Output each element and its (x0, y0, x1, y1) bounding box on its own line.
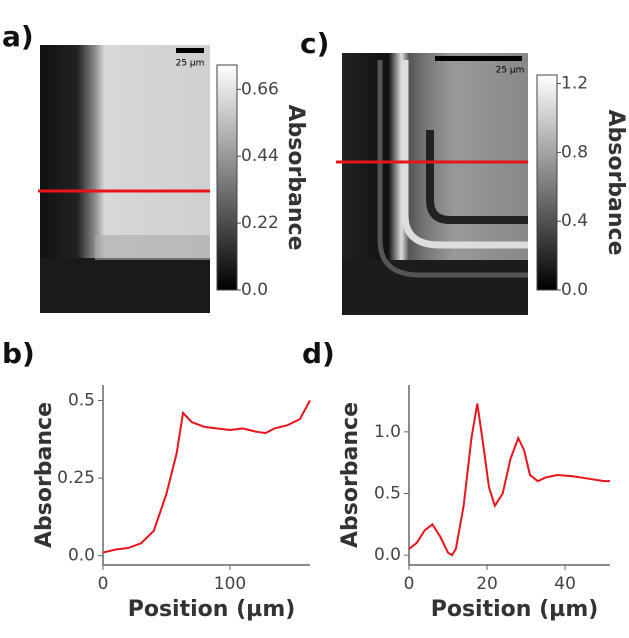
colorbar-tick-label: 0.44 (241, 146, 279, 166)
panel-label: a) (2, 20, 34, 53)
y-axis-label: Absorbance (32, 402, 57, 548)
scale-bar-label: 25 µm (176, 59, 205, 69)
colorbar-tick-label: 1.2 (561, 74, 588, 94)
x-tick-label: 40 (554, 574, 576, 594)
y-tick-label: 1.0 (374, 422, 401, 442)
image-c (336, 53, 528, 315)
y-tick-label: 0.5 (374, 483, 401, 503)
axes (102, 385, 310, 566)
x-tick-label: 0 (98, 574, 109, 594)
y-tick-label: 0.0 (374, 545, 401, 565)
colorbar-tick-label: 0.4 (561, 211, 588, 231)
colorbar-label: Absorbance (603, 109, 628, 255)
y-axis-label: Absorbance (338, 402, 363, 548)
y-tick-label: 0.25 (57, 468, 95, 488)
x-tick-label: 20 (476, 574, 498, 594)
x-tick-label: 0 (404, 574, 415, 594)
colorbar-tick-label: 0.22 (241, 213, 279, 233)
colorbar-tick-label: 0.8 (561, 142, 588, 162)
line (102, 400, 311, 554)
x-axis-label: Position (µm) (431, 597, 599, 622)
line (408, 403, 610, 557)
colorbar-label: Absorbance (283, 104, 308, 250)
scale-bar-label: 25 µm (496, 66, 525, 76)
x-tick-label: 100 (214, 574, 246, 594)
panel-label: d) (302, 337, 335, 370)
colorbar-tick-label: 0.0 (561, 280, 588, 300)
y-tick-label: 0.5 (68, 391, 95, 411)
y-tick-label: 0.0 (68, 546, 95, 566)
colorbar-tick-label: 0.66 (241, 79, 279, 99)
panel-label: b) (2, 337, 35, 370)
image-a (38, 45, 210, 313)
colorbar (536, 74, 558, 291)
colorbar-tick-label: 0.0 (241, 280, 268, 300)
axes (408, 385, 610, 566)
x-axis-label: Position (µm) (128, 597, 296, 622)
colorbar (216, 64, 238, 291)
panel-label: c) (300, 27, 329, 60)
